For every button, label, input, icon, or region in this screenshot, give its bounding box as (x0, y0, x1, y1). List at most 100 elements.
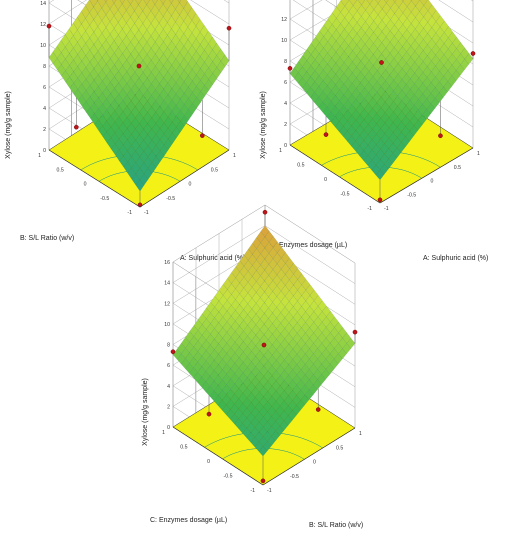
surface-cell (139, 173, 149, 186)
z-tick-label: 14 (40, 1, 46, 7)
z-tick-label: 0 (167, 425, 170, 431)
z-tick-label: 12 (281, 17, 287, 23)
surface-cell (65, 40, 74, 54)
surface-cell (252, 259, 261, 271)
x-tick-label: -1 (144, 210, 149, 216)
surface-cell (317, 374, 326, 385)
surface-cell (106, 58, 115, 71)
surface-cell (110, 76, 119, 89)
surface-cell (251, 292, 261, 304)
surface-cell (163, 59, 172, 72)
surface-cell (102, 120, 112, 132)
z-tick-label: 6 (284, 80, 287, 86)
surface-cell (366, 0, 373, 5)
surface-cell (323, 18, 333, 31)
design-point (46, 23, 52, 29)
surface-cell (309, 311, 319, 323)
surface-cell (97, 32, 107, 46)
surface-cell (402, 0, 412, 7)
surface-cell (357, 0, 365, 6)
surface-cell (239, 254, 249, 267)
surface-cell (199, 24, 209, 38)
surface-cell (260, 225, 270, 238)
surface-cell (235, 304, 244, 316)
z-tick-label: 4 (43, 106, 46, 112)
surface-cell (69, 59, 78, 72)
surface-cell (392, 0, 397, 3)
surface-cell (81, 18, 90, 32)
y-tick-label: -1 (127, 210, 132, 216)
surface-cell (288, 358, 298, 370)
surface-cell (105, 21, 115, 35)
surface-cell (189, 346, 198, 358)
surface-cell (73, 16, 82, 30)
surface-cell (97, 45, 107, 58)
z-tick-label: 8 (43, 64, 46, 70)
design-point (260, 478, 266, 484)
surface-cell (313, 337, 323, 349)
surface-cell (102, 75, 111, 88)
surface-cell (260, 236, 270, 249)
surface-cell (419, 0, 428, 6)
design-point (262, 209, 268, 215)
surface-cell (181, 357, 190, 369)
surface-cell (85, 73, 95, 86)
surface-cell (139, 150, 149, 163)
surface-cell (85, 12, 94, 26)
x-tick-label: -0.5 (407, 192, 416, 198)
surface-cell (197, 313, 207, 325)
y-tick-label: 0.5 (297, 163, 304, 169)
x-tick-label: 0.5 (336, 445, 343, 451)
surface-cell (93, 62, 103, 75)
surface-cell (179, 45, 189, 59)
surface-cell (185, 362, 194, 374)
surface-cell (151, 0, 158, 5)
surface-cell (110, 121, 120, 133)
surface-cell (122, 47, 131, 60)
surface-cell (114, 105, 124, 117)
surface-cell (348, 0, 358, 6)
surface-cell (118, 111, 128, 123)
surface-cell (65, 53, 74, 66)
surface-cell (114, 34, 123, 48)
surface-cell (93, 74, 103, 87)
surface-cell (122, 116, 132, 129)
surface-cell (340, 0, 350, 7)
x-tick-label: -1 (267, 488, 272, 494)
surface-cell (206, 301, 215, 313)
surface-cell (98, 80, 107, 93)
z-tick-label: 6 (167, 363, 170, 369)
surface-cell (210, 317, 219, 329)
z-tick-label: 2 (167, 404, 170, 410)
surface-cell (89, 31, 99, 45)
x-tick-label: 1 (359, 431, 362, 437)
surface-cell (81, 66, 91, 80)
z-tick-label: 6 (43, 85, 46, 91)
surface-cell (210, 295, 220, 308)
z-tick-label: 10 (281, 38, 287, 44)
surface-cell (230, 393, 239, 404)
y-tick-label: 1 (162, 430, 165, 436)
y-tick-label: 0 (84, 182, 87, 188)
surface-cell (77, 36, 86, 50)
z-axis-label: Xylose (mg/g sample) (260, 91, 267, 159)
surface-cell (89, 44, 99, 57)
surface-cell (171, 58, 181, 71)
surface-cell (138, 0, 147, 12)
y-tick-label: 0.5 (180, 445, 187, 451)
response-surface (289, 0, 474, 181)
x-axis-label: B: S/L Ratio (w/v) (309, 522, 363, 529)
surface-cell (130, 35, 139, 49)
surface-cell (254, 441, 264, 452)
y-tick-label: -0.5 (100, 196, 109, 202)
surface-cell (101, 27, 111, 40)
surface-cell (69, 35, 78, 48)
surface-cell (90, 102, 99, 114)
x-tick-label: 1 (477, 151, 480, 157)
z-tick-label: 14 (281, 0, 287, 2)
z-tick-label: 12 (40, 22, 46, 28)
surface-cell (388, 152, 398, 164)
surface-cell (73, 54, 82, 67)
surface-cell (109, 2, 119, 16)
